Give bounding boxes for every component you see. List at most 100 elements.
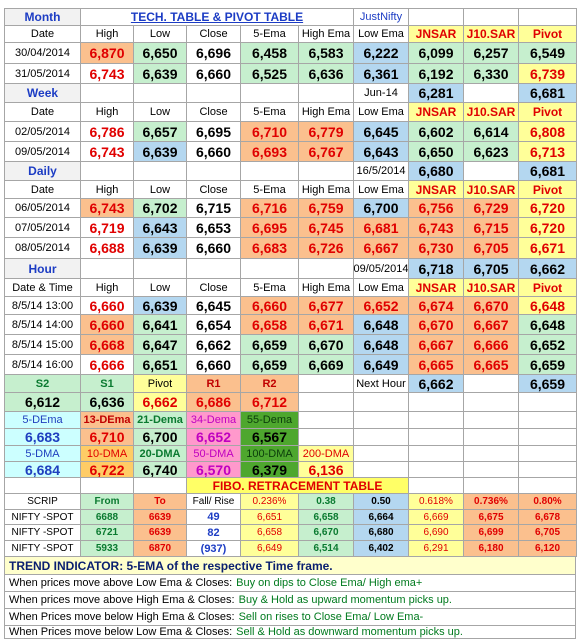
table-cell: FIBO. RETRACEMENT TABLE xyxy=(186,477,409,494)
table-cell: 6,674 xyxy=(408,296,464,315)
table-cell: 6,670 xyxy=(298,334,354,355)
table-cell: 6,680 xyxy=(353,524,409,541)
table-cell: Low Ema xyxy=(353,25,409,43)
table-cell: Low xyxy=(133,25,187,43)
table-cell: JustNifty xyxy=(353,8,409,26)
table-cell: 0.50 xyxy=(353,493,409,510)
table-cell: 6,658 xyxy=(298,509,354,525)
grid-cell xyxy=(518,445,577,462)
table-cell: 07/05/2014 xyxy=(4,217,81,238)
table-cell: 6,660 xyxy=(186,141,241,162)
table-cell: 6,660 xyxy=(240,296,299,315)
grid-cell xyxy=(298,392,354,412)
table-cell: J10.SAR xyxy=(463,180,519,199)
table-cell: 6,647 xyxy=(133,334,187,355)
table-cell: 10-DMA xyxy=(80,445,134,462)
table-cell: 6,678 xyxy=(518,509,577,525)
table-cell: 6,808 xyxy=(518,121,577,142)
table-cell: 6,667 xyxy=(408,334,464,355)
grid-cell xyxy=(298,83,354,103)
grid-cell xyxy=(518,411,577,429)
table-cell: Low xyxy=(133,180,187,199)
grid-cell xyxy=(80,161,134,181)
table-cell: 6,695 xyxy=(240,217,299,238)
table-cell: 6,222 xyxy=(353,42,409,64)
table-cell: NIFTY -SPOT xyxy=(4,524,81,541)
table-cell: 6,458 xyxy=(240,42,299,64)
table-cell: 6,659 xyxy=(518,374,577,393)
table-cell: 6,639 xyxy=(133,237,187,259)
grid-cell xyxy=(133,83,187,103)
grid-cell xyxy=(186,161,241,181)
table-cell: S2 xyxy=(4,374,81,393)
table-cell: Week xyxy=(4,83,81,103)
table-cell: Close xyxy=(186,102,241,122)
table-cell: 6,662 xyxy=(186,334,241,355)
table-cell: 5-Ema xyxy=(240,102,299,122)
table-cell: 6,549 xyxy=(518,42,577,64)
grid-cell xyxy=(353,461,409,478)
table-cell: Close xyxy=(186,25,241,43)
grid-cell xyxy=(298,428,354,446)
table-cell: 6,779 xyxy=(298,121,354,142)
table-cell: 6,612 xyxy=(4,392,81,412)
table-cell: JNSAR xyxy=(408,25,464,43)
table-cell: JNSAR xyxy=(408,278,464,297)
table-cell: 6,710 xyxy=(80,428,134,446)
table-cell: 6,756 xyxy=(408,198,464,218)
table-cell: 8/5/14 13:00 xyxy=(4,296,81,315)
note-condition: When Prices move below High Ema & Closes… xyxy=(9,611,235,623)
table-cell: 6,662 xyxy=(408,374,464,393)
table-cell: 6,681 xyxy=(353,217,409,238)
table-cell: 6,743 xyxy=(80,198,134,218)
note-row: When prices move above Low Ema & Closes:… xyxy=(4,574,576,592)
grid-cell xyxy=(463,428,519,446)
table-cell: 6,099 xyxy=(408,42,464,64)
grid-cell xyxy=(4,477,81,494)
note-row: When Prices move below Low Ema & Closes:… xyxy=(4,625,576,639)
table-cell: 6,730 xyxy=(408,237,464,259)
table-cell: 6,715 xyxy=(186,198,241,218)
grid-cell xyxy=(408,411,464,429)
table-cell: 6,658 xyxy=(240,314,299,335)
table-cell: 09/05/2014 xyxy=(353,258,409,279)
grid-cell xyxy=(463,8,519,26)
table-cell: 6,710 xyxy=(240,121,299,142)
note-row: When prices move above High Ema & Closes… xyxy=(4,591,576,609)
table-cell: 5-DMA xyxy=(4,445,81,462)
table-cell: Pivot xyxy=(518,180,577,199)
table-cell: Low Ema xyxy=(353,180,409,199)
note-condition: When prices move above High Ema & Closes… xyxy=(9,594,235,606)
grid-cell xyxy=(408,392,464,412)
table-cell: 6,660 xyxy=(186,237,241,259)
table-cell: 6,379 xyxy=(240,461,299,478)
table-cell: 30/04/2014 xyxy=(4,42,81,64)
table-cell: 6,700 xyxy=(133,428,187,446)
table-cell: 6,662 xyxy=(133,392,187,412)
table-cell: Low Ema xyxy=(353,102,409,122)
grid-cell xyxy=(80,83,134,103)
grid-cell xyxy=(298,161,354,181)
table-cell: 100-DMA xyxy=(240,445,299,462)
grid-cell xyxy=(408,477,464,494)
grid-cell xyxy=(463,445,519,462)
table-cell: 6,659 xyxy=(240,354,299,375)
table-cell: 6,705 xyxy=(518,524,577,541)
table-cell: 6,702 xyxy=(133,198,187,218)
table-cell: 06/05/2014 xyxy=(4,198,81,218)
table-cell: Fall/ Rise xyxy=(186,493,241,510)
table-cell: High xyxy=(80,25,134,43)
table-cell: S1 xyxy=(80,374,134,393)
note-condition: When prices move above Low Ema & Closes: xyxy=(9,577,233,589)
table-cell: 82 xyxy=(186,524,241,541)
table-cell: High Ema xyxy=(298,278,354,297)
table-cell: To xyxy=(133,493,187,510)
table-cell: 6,670 xyxy=(463,296,519,315)
table-cell: 6,136 xyxy=(298,461,354,478)
table-cell: 6,583 xyxy=(298,42,354,64)
table-cell: Date xyxy=(4,25,81,43)
table-cell: 6,649 xyxy=(240,540,299,557)
table-cell: 6,660 xyxy=(80,296,134,315)
grid-cell xyxy=(353,428,409,446)
